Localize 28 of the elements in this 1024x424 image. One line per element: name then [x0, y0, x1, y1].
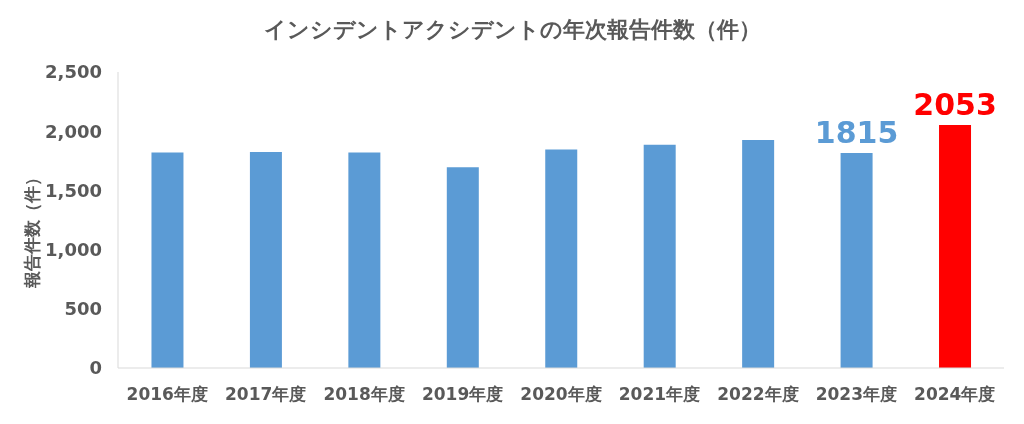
- bar: [742, 140, 775, 368]
- x-tick-label: 2023年度: [815, 384, 897, 405]
- bar: [249, 151, 282, 368]
- y-tick-label: 2,500: [45, 61, 102, 83]
- x-tick-label: 2020年度: [520, 384, 602, 405]
- y-tick-label: 2,000: [45, 120, 102, 142]
- y-tick-label: 0: [89, 357, 102, 379]
- chart-title: インシデントアクシデントの年次報告件数（件）: [262, 16, 762, 44]
- bar: [446, 167, 479, 368]
- x-tick-label: 2017年度: [225, 384, 307, 405]
- y-tick-label: 1,000: [45, 238, 102, 260]
- y-axis-title: 報告件数（件）: [20, 168, 43, 288]
- x-tick-label: 2016年度: [126, 384, 208, 405]
- bar: [545, 149, 578, 368]
- y-tick-label: 1,500: [45, 179, 102, 201]
- x-tick-label: 2021年度: [618, 384, 701, 405]
- y-tick-label: 500: [64, 298, 102, 320]
- x-tick-label: 2018年度: [323, 384, 405, 405]
- x-tick-label: 2019年度: [421, 384, 504, 405]
- bar: [348, 152, 381, 368]
- data-label: 1815: [814, 115, 899, 151]
- bar: [939, 124, 972, 368]
- x-tick-label: 2024年度: [914, 384, 996, 405]
- bar: [643, 144, 676, 368]
- bar: [151, 152, 184, 368]
- bar: [840, 153, 873, 368]
- data-label: 2053: [913, 86, 997, 122]
- x-tick-label: 2022年度: [717, 384, 799, 405]
